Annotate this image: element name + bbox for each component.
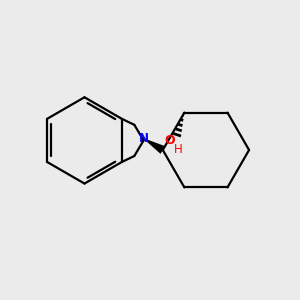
Text: O: O: [165, 134, 175, 147]
Text: N: N: [139, 132, 148, 145]
Text: H: H: [174, 142, 182, 156]
Polygon shape: [146, 140, 165, 154]
